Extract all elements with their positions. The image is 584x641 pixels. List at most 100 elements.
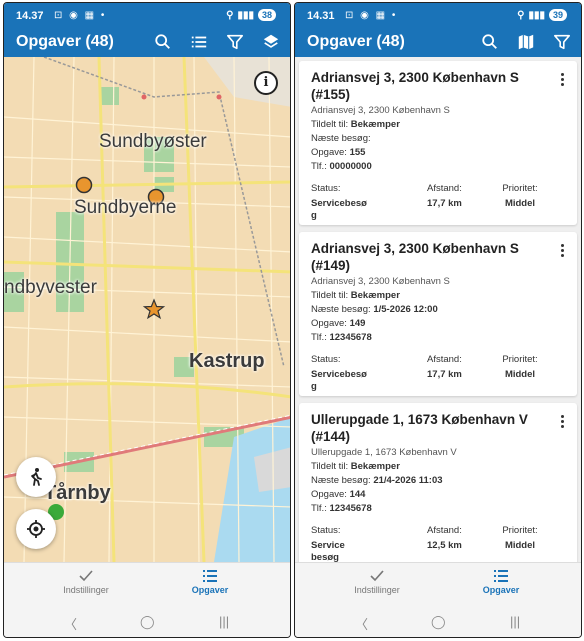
- phone-row: Tlf.: 12345678: [311, 503, 372, 514]
- assigned-label: Tildelt til:: [311, 461, 349, 472]
- assigned-value: Bekæmper: [350, 290, 400, 301]
- list-icon[interactable]: [190, 33, 208, 51]
- priority-label: Prioritet:: [502, 183, 538, 194]
- back-icon[interactable]: 〈: [64, 617, 78, 632]
- task-card[interactable]: Ullerupgade 1, 1673 København V (#144) U…: [299, 403, 577, 562]
- walk-button[interactable]: [16, 457, 56, 497]
- task-number-label: Opgave:: [311, 489, 347, 500]
- priority-col: Prioritet: Middel: [495, 525, 545, 552]
- next-visit-row: Næste besøg: 1/5-2026 12:00: [311, 304, 438, 315]
- signal-icon: ▮▮▮: [528, 9, 545, 21]
- next-visit-label: Næste besøg:: [311, 475, 371, 486]
- map-label: ndbyvester: [4, 277, 97, 298]
- assigned-row: Tildelt til: Bekæmper: [311, 119, 400, 130]
- task-number-value: 149: [349, 318, 366, 329]
- distance-value: 17,7 km: [427, 198, 462, 209]
- kebab-icon[interactable]: [561, 73, 565, 88]
- next-visit-value: 21/4-2026 11:03: [373, 475, 443, 486]
- task-number-row: Opgave: 144: [311, 489, 365, 500]
- task-marker[interactable]: [147, 188, 165, 206]
- nav-settings-label: Indstillinger: [63, 585, 109, 595]
- priority-value: Middel: [504, 198, 536, 209]
- priority-value: Middel: [504, 369, 536, 380]
- task-card[interactable]: Adriansvej 3, 2300 København S (#155) Ad…: [299, 61, 577, 225]
- priority-label: Prioritet:: [502, 354, 538, 365]
- status-label: Status:: [311, 183, 341, 194]
- phone-row: Tlf.: 12345678: [311, 332, 372, 343]
- task-list[interactable]: Adriansvej 3, 2300 København S (#155) Ad…: [295, 57, 581, 562]
- home-icon[interactable]: ◯: [140, 614, 155, 629]
- selected-task-marker[interactable]: [142, 298, 166, 320]
- locate-button[interactable]: [16, 509, 56, 549]
- app-bar: Opgaver (48): [295, 29, 581, 57]
- map-icon[interactable]: [517, 33, 535, 51]
- status-value: g: [311, 210, 317, 221]
- map-label: Tårnby: [44, 482, 111, 504]
- nav-tasks[interactable]: Opgaver: [441, 569, 561, 595]
- system-nav-bar: 〈 ◯ |||: [295, 606, 581, 637]
- task-number-label: Opgave:: [311, 318, 347, 329]
- task-title[interactable]: Ullerupgade 1, 1673 København V (#144): [311, 412, 528, 444]
- notification-icons: ⊡ ◉ ▦ •: [345, 10, 398, 21]
- assigned-row: Tildelt til: Bekæmper: [311, 290, 400, 301]
- assigned-label: Tildelt til:: [311, 119, 349, 130]
- kebab-icon[interactable]: [561, 244, 565, 259]
- page-title: Opgaver (48): [16, 33, 114, 50]
- check-icon: [370, 570, 384, 582]
- phone-row: Tlf.: 00000000: [311, 161, 372, 172]
- signal-icon: ▮▮▮: [237, 9, 254, 21]
- task-address: Adriansvej 3, 2300 København S: [311, 276, 450, 287]
- nav-tasks-label: Opgaver: [191, 585, 229, 595]
- task-card[interactable]: Adriansvej 3, 2300 København S (#149) Ad…: [299, 232, 577, 396]
- search-icon[interactable]: [154, 33, 172, 51]
- location-icon: ⚲: [517, 9, 525, 21]
- walk-icon: [31, 468, 42, 486]
- recents-icon[interactable]: |||: [219, 614, 230, 629]
- search-icon[interactable]: [481, 33, 499, 51]
- kebab-icon[interactable]: [561, 415, 565, 430]
- task-title[interactable]: Adriansvej 3, 2300 København S (#149): [311, 241, 519, 273]
- status-label: Status:: [311, 354, 341, 365]
- info-icon[interactable]: i: [254, 71, 278, 95]
- priority-col: Prioritet: Middel: [495, 183, 545, 210]
- list-nav-icon: [203, 570, 217, 582]
- task-address: Ullerupgade 1, 1673 København V: [311, 447, 457, 458]
- next-visit-row: Næste besøg: 21/4-2026 11:03: [311, 475, 443, 486]
- list-screen: 14.31 ⊡ ◉ ▦ • ⚲ ▮▮▮ 39 Opgaver (48) Adri…: [294, 2, 582, 638]
- location-icon: ⚲: [226, 9, 234, 21]
- layers-icon[interactable]: [262, 33, 280, 51]
- distance-col: Afstand: 17,7 km: [427, 183, 462, 210]
- status-right: ⚲ ▮▮▮ 39: [517, 9, 567, 21]
- system-nav-bar: 〈 ◯ |||: [4, 606, 290, 637]
- assigned-label: Tildelt til:: [311, 290, 349, 301]
- assigned-value: Bekæmper: [350, 119, 400, 130]
- map-view[interactable]: Sundbyøster Sundbyerne ndbyvester Kastru…: [4, 57, 290, 562]
- task-number-row: Opgave: 155: [311, 147, 365, 158]
- phone-value: 12345678: [329, 332, 372, 343]
- distance-label: Afstand:: [427, 525, 462, 536]
- phone-value: 12345678: [329, 503, 372, 514]
- next-visit-label: Næste besøg:: [311, 304, 371, 315]
- task-number-row: Opgave: 149: [311, 318, 365, 329]
- status-time: 14.37: [16, 10, 44, 22]
- task-marker[interactable]: [75, 176, 93, 194]
- nav-tasks[interactable]: Opgaver: [150, 569, 270, 595]
- task-number-label: Opgave:: [311, 147, 347, 158]
- map-screen: 14.37 ⊡ ◉ ▦ • ⚲ ▮▮▮ 38 Opgaver (48): [3, 2, 291, 638]
- home-icon[interactable]: ◯: [431, 614, 446, 629]
- nav-tasks-label: Opgaver: [482, 585, 520, 595]
- back-icon[interactable]: 〈: [355, 617, 369, 632]
- status-value: g: [311, 381, 317, 392]
- distance-label: Afstand:: [427, 183, 462, 194]
- nav-settings[interactable]: Indstillinger: [26, 569, 146, 595]
- task-title[interactable]: Adriansvej 3, 2300 København S (#155): [311, 70, 519, 102]
- status-label: Status:: [311, 525, 341, 536]
- nav-settings[interactable]: Indstillinger: [317, 569, 437, 595]
- filter-icon[interactable]: [226, 33, 244, 51]
- next-visit-row: Næste besøg:: [311, 133, 371, 144]
- filter-icon[interactable]: [553, 33, 571, 51]
- map-label: Kastrup: [189, 350, 265, 372]
- recents-icon[interactable]: |||: [510, 614, 521, 629]
- assigned-row: Tildelt til: Bekæmper: [311, 461, 400, 472]
